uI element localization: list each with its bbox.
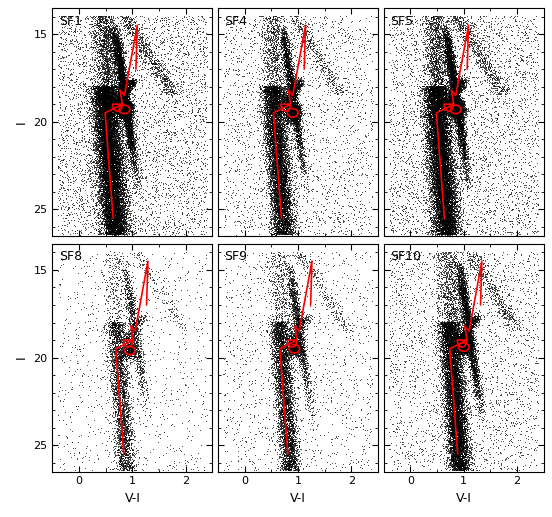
X-axis label: V-I: V-I: [290, 492, 306, 505]
Y-axis label: I: I: [15, 356, 28, 359]
X-axis label: V-I: V-I: [456, 492, 471, 505]
Text: SF9: SF9: [225, 250, 247, 264]
Text: SF10: SF10: [390, 250, 421, 264]
Text: SF8: SF8: [59, 250, 82, 264]
Y-axis label: I: I: [15, 120, 28, 124]
Text: SF4: SF4: [225, 14, 247, 27]
Text: SF5: SF5: [390, 14, 413, 27]
X-axis label: V-I: V-I: [125, 492, 140, 505]
Text: SF1: SF1: [59, 14, 82, 27]
